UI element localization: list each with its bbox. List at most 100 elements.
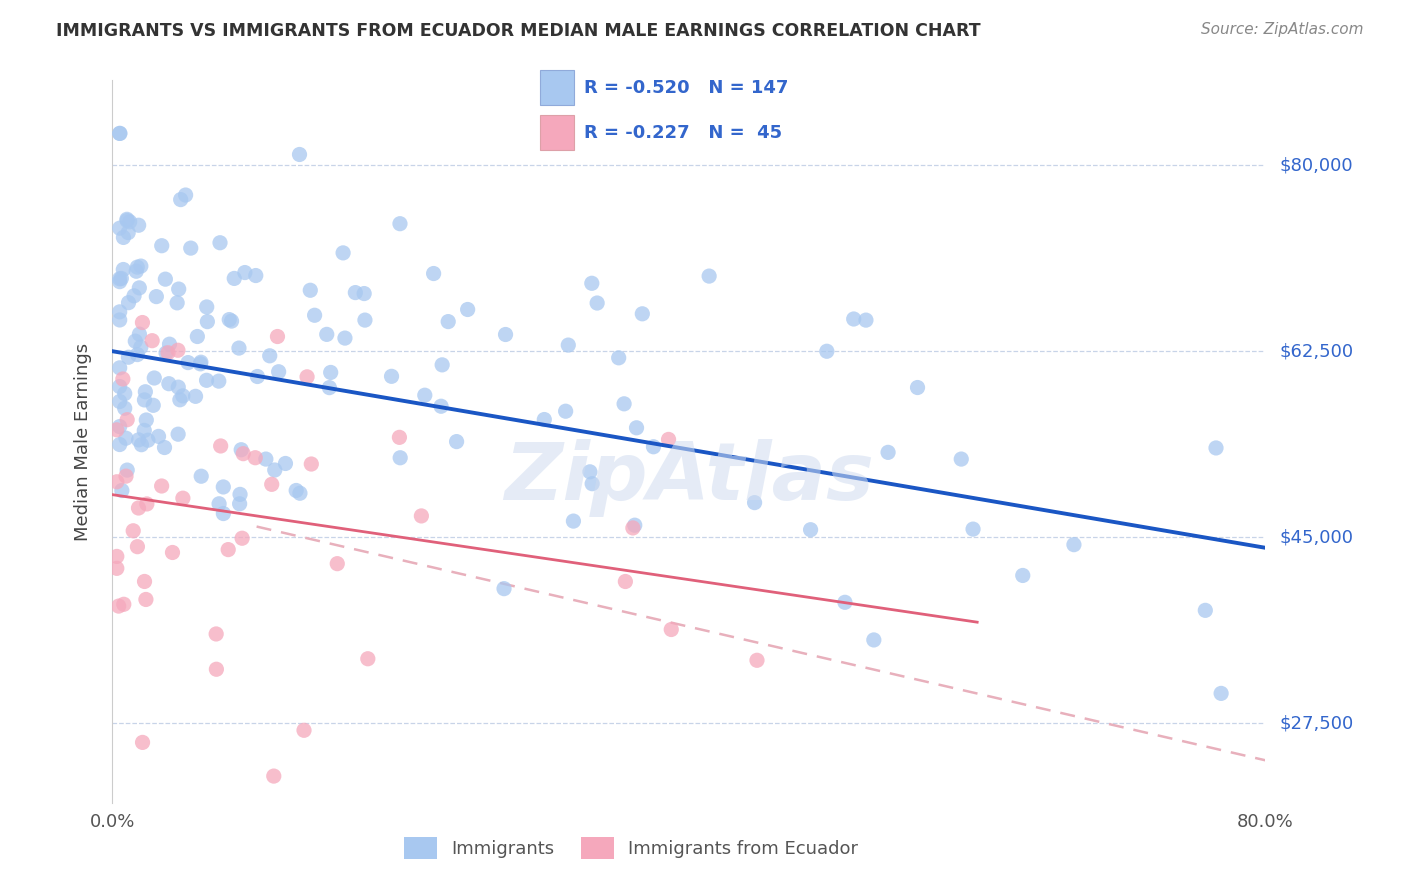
- Point: [118, 215, 141, 229]
- Point: [110, 271, 132, 285]
- Point: [115, 469, 138, 483]
- Point: [411, 508, 433, 523]
- Point: [134, 384, 156, 399]
- Point: [318, 381, 340, 395]
- Point: [288, 147, 311, 161]
- Point: [274, 457, 297, 471]
- Point: [492, 582, 515, 596]
- Point: [108, 379, 131, 393]
- Point: [108, 275, 131, 289]
- Point: [190, 469, 212, 483]
- Text: ZipAtlas: ZipAtlas: [503, 439, 875, 516]
- Point: [190, 355, 212, 369]
- Point: [105, 549, 128, 564]
- Point: [326, 557, 349, 571]
- Point: [128, 433, 150, 447]
- Point: [167, 380, 190, 394]
- Point: [228, 497, 250, 511]
- Point: [288, 486, 311, 500]
- Point: [388, 430, 411, 444]
- Point: [153, 441, 176, 455]
- Point: [108, 272, 131, 286]
- Point: [141, 334, 163, 348]
- Point: [111, 483, 134, 498]
- Point: [115, 412, 138, 426]
- Point: [422, 267, 444, 281]
- Point: [263, 769, 285, 783]
- Point: [299, 457, 322, 471]
- Point: [815, 344, 838, 359]
- Point: [205, 662, 228, 676]
- Point: [209, 439, 232, 453]
- Point: [131, 735, 153, 749]
- Point: [267, 365, 290, 379]
- Point: [245, 268, 267, 283]
- Point: [174, 188, 197, 202]
- Point: [170, 193, 193, 207]
- Text: $62,500: $62,500: [1279, 343, 1354, 360]
- Point: [117, 350, 139, 364]
- Point: [208, 235, 231, 250]
- Point: [697, 269, 720, 284]
- Point: [159, 337, 181, 351]
- Point: [354, 313, 377, 327]
- FancyBboxPatch shape: [540, 115, 575, 150]
- Point: [357, 652, 380, 666]
- Point: [657, 433, 679, 447]
- Point: [108, 127, 131, 141]
- Point: [744, 495, 766, 509]
- Text: IMMIGRANTS VS IMMIGRANTS FROM ECUADOR MEDIAN MALE EARNINGS CORRELATION CHART: IMMIGRANTS VS IMMIGRANTS FROM ECUADOR ME…: [56, 22, 981, 40]
- Point: [246, 369, 269, 384]
- Point: [208, 497, 231, 511]
- Point: [105, 423, 128, 437]
- Point: [607, 351, 630, 365]
- Point: [111, 372, 134, 386]
- Point: [834, 595, 856, 609]
- Point: [112, 262, 135, 277]
- Point: [217, 542, 239, 557]
- Text: $80,000: $80,000: [1279, 156, 1353, 174]
- Point: [299, 283, 322, 297]
- Point: [135, 497, 157, 511]
- Point: [457, 302, 479, 317]
- Point: [380, 369, 402, 384]
- Point: [195, 315, 218, 329]
- Point: [212, 480, 235, 494]
- Point: [232, 447, 254, 461]
- Point: [643, 440, 665, 454]
- Point: [195, 373, 218, 387]
- Point: [877, 445, 900, 459]
- Point: [127, 348, 149, 362]
- Point: [135, 592, 157, 607]
- Point: [135, 413, 157, 427]
- Point: [134, 392, 156, 407]
- Point: [128, 327, 150, 342]
- Point: [150, 479, 173, 493]
- Point: [125, 264, 148, 278]
- Point: [1211, 686, 1233, 700]
- Point: [259, 349, 281, 363]
- Point: [150, 238, 173, 252]
- Point: [129, 259, 152, 273]
- Point: [208, 374, 231, 388]
- Point: [142, 398, 165, 412]
- Point: [212, 507, 235, 521]
- Point: [157, 345, 180, 359]
- Point: [389, 450, 412, 465]
- Text: R = -0.227   N =  45: R = -0.227 N = 45: [583, 124, 782, 142]
- Point: [108, 419, 131, 434]
- Point: [114, 386, 136, 401]
- Point: [245, 450, 267, 465]
- Point: [745, 653, 768, 667]
- Point: [108, 313, 131, 327]
- Point: [172, 491, 194, 506]
- Point: [190, 357, 212, 371]
- Point: [800, 523, 823, 537]
- Point: [115, 212, 138, 227]
- Point: [148, 429, 170, 443]
- Point: [195, 300, 218, 314]
- Point: [388, 217, 411, 231]
- Point: [115, 213, 138, 227]
- Point: [863, 632, 886, 647]
- Point: [117, 226, 139, 240]
